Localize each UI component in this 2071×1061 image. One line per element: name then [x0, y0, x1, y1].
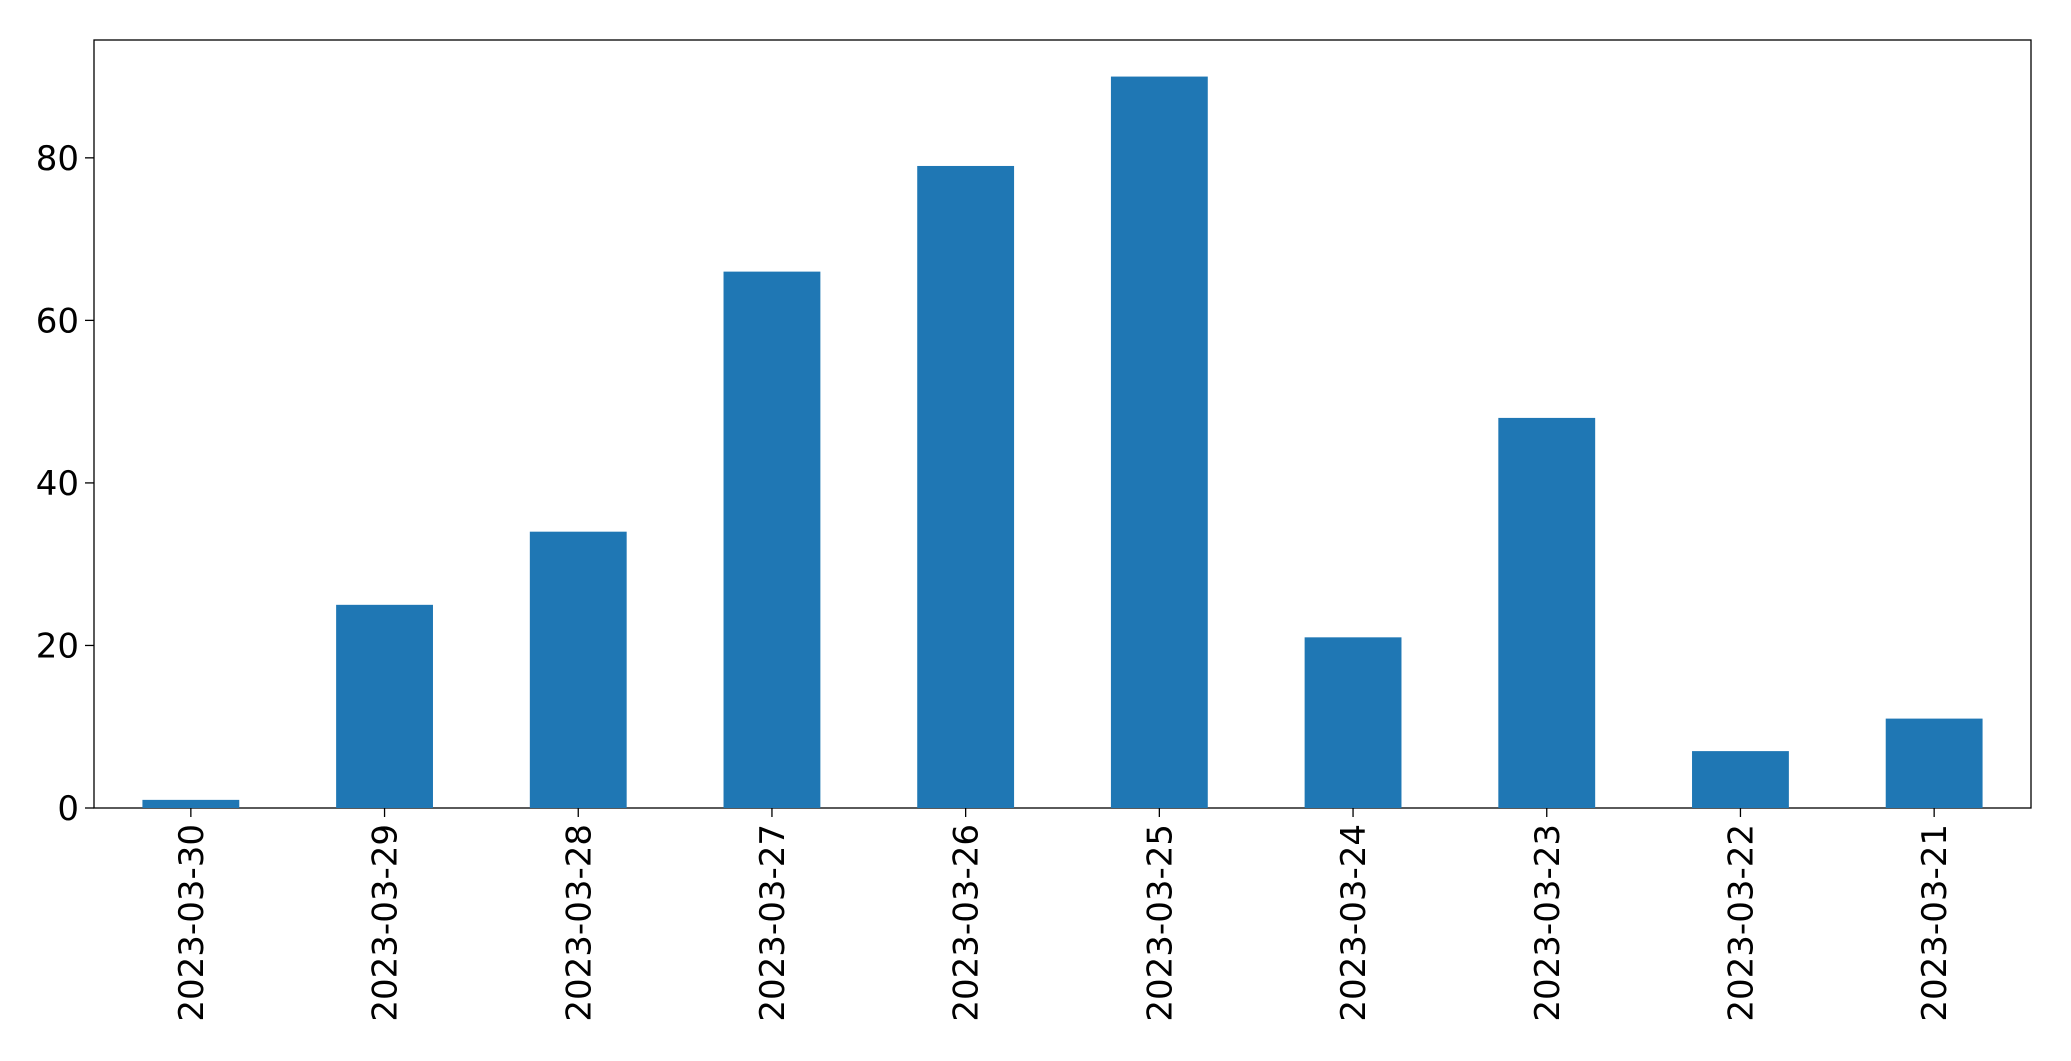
x-tick-label: 2023-03-28 [559, 824, 599, 1022]
bar [336, 604, 433, 808]
bar [1498, 417, 1596, 808]
bar [1304, 637, 1402, 808]
x-tick-label: 2023-03-29 [366, 824, 406, 1022]
bar [142, 799, 240, 808]
bar [917, 165, 1015, 808]
plot-frame [93, 39, 2032, 809]
y-tick-label: 60 [36, 301, 79, 341]
y-tick-label: 80 [36, 139, 79, 179]
bar [723, 271, 821, 809]
x-tick-label: 2023-03-26 [947, 824, 987, 1022]
bar [1692, 751, 1789, 808]
y-tick-label: 40 [36, 464, 79, 504]
y-tick-label: 0 [57, 789, 79, 829]
x-tick-label: 2023-03-30 [172, 824, 212, 1022]
x-tick-label: 2023-03-25 [1140, 824, 1180, 1022]
y-tick-label: 20 [36, 626, 79, 666]
bar [1885, 718, 1983, 808]
bar [529, 531, 627, 808]
x-tick-label: 2023-03-21 [1915, 824, 1955, 1022]
x-tick-label: 2023-03-24 [1334, 824, 1374, 1022]
x-tick-label: 2023-03-27 [753, 824, 793, 1022]
x-tick-label: 2023-03-22 [1721, 824, 1761, 1022]
bar [1110, 76, 1208, 809]
x-tick-label: 2023-03-23 [1528, 824, 1568, 1022]
